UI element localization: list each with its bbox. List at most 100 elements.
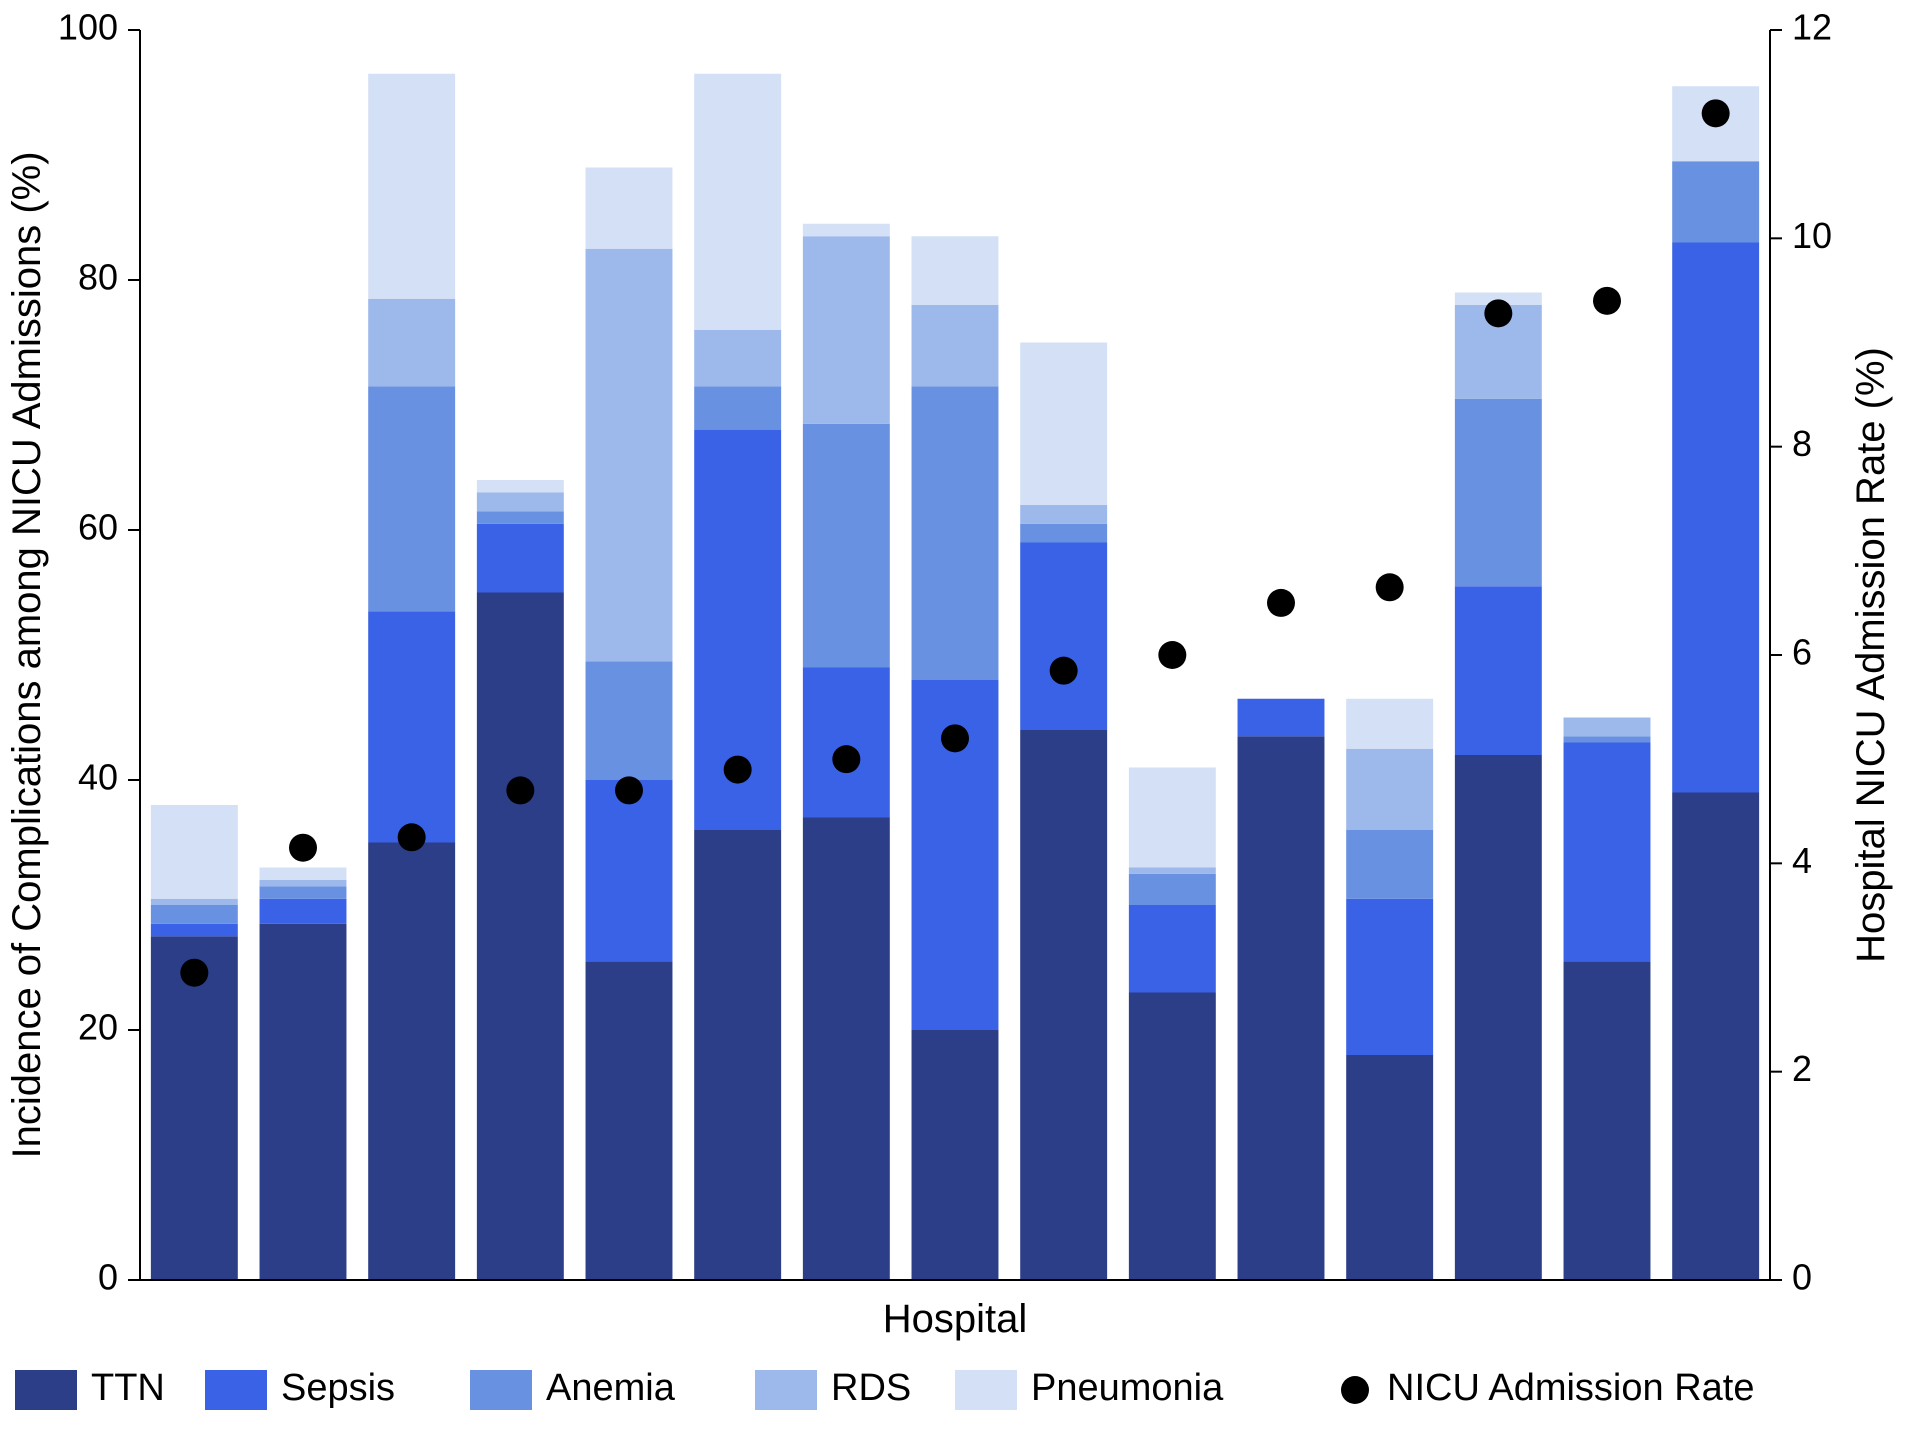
bar-group [477, 480, 564, 1280]
bar-segment-ttn [1564, 961, 1651, 1280]
bar-segment-pneumonia [368, 74, 455, 299]
bar-segment-sepsis [477, 524, 564, 593]
bar-group [1455, 293, 1542, 1281]
nicu-rate-point [289, 834, 317, 862]
bar-segment-pneumonia [1346, 699, 1433, 749]
bar-segment-rds [1129, 868, 1216, 874]
bar-segment-sepsis [368, 611, 455, 842]
legend-label-anemia: Anemia [546, 1367, 676, 1409]
bar-group [1129, 768, 1216, 1281]
nicu-rate-point [398, 823, 426, 851]
bar-segment-rds [1346, 749, 1433, 830]
bar-group [368, 74, 455, 1280]
bar-segment-ttn [1238, 736, 1325, 1280]
y-left-tick-label: 0 [98, 1257, 118, 1298]
bar-segment-sepsis [151, 924, 238, 937]
bar-segment-pneumonia [586, 168, 673, 249]
bar-group [1238, 699, 1325, 1280]
bar-segment-ttn [260, 924, 347, 1280]
y-right-tick-label: 8 [1792, 423, 1812, 464]
bar-segment-anemia [1564, 736, 1651, 742]
nicu-rate-point [506, 776, 534, 804]
y-left-tick-label: 60 [78, 507, 118, 548]
legend-swatch-ttn [15, 1370, 77, 1410]
bar-segment-pneumonia [477, 480, 564, 493]
legend-dot-nicu-rate [1341, 1376, 1369, 1404]
bar-segment-pneumonia [151, 805, 238, 899]
bar-segment-pneumonia [1020, 343, 1107, 506]
bar-group [1564, 718, 1651, 1281]
bar-segment-pneumonia [803, 224, 890, 237]
legend-swatch-pneumonia [955, 1370, 1017, 1410]
bar-segment-rds [368, 299, 455, 387]
y-right-axis-title: Hospital NICU Admission Rate (%) [1849, 347, 1893, 963]
bar-segment-rds [260, 880, 347, 886]
chart-container: 020406080100024681012Incidence of Compli… [0, 0, 1920, 1434]
bar-segment-ttn [151, 936, 238, 1280]
bar-group [260, 868, 347, 1281]
bar-segment-ttn [912, 1030, 999, 1280]
y-left-tick-label: 40 [78, 757, 118, 798]
bar-segment-anemia [912, 386, 999, 680]
nicu-rate-point [1267, 589, 1295, 617]
bar-segment-pneumonia [1129, 768, 1216, 868]
bar-segment-rds [1564, 718, 1651, 737]
legend-label-ttn: TTN [91, 1367, 165, 1409]
nicu-rate-point [615, 776, 643, 804]
bar-segment-sepsis [260, 899, 347, 924]
bar-segment-sepsis [803, 668, 890, 818]
legend-label-rds: RDS [831, 1367, 911, 1409]
bar-segment-ttn [1346, 1055, 1433, 1280]
bar-group [1020, 343, 1107, 1281]
y-right-tick-label: 4 [1792, 840, 1812, 881]
bar-segment-rds [912, 305, 999, 386]
bar-segment-sepsis [1346, 899, 1433, 1055]
bar-segment-anemia [1346, 830, 1433, 899]
nicu-rate-point [724, 756, 752, 784]
bar-group [912, 236, 999, 1280]
nicu-rate-point [1050, 657, 1078, 685]
y-right-tick-label: 2 [1792, 1048, 1812, 1089]
nicu-rate-point [832, 745, 860, 773]
bar-segment-ttn [586, 961, 673, 1280]
legend-swatch-anemia [470, 1370, 532, 1410]
bar-group [694, 74, 781, 1280]
bar-segment-anemia [477, 511, 564, 524]
bar-segment-anemia [368, 386, 455, 611]
bar-segment-ttn [803, 818, 890, 1281]
legend-label-sepsis: Sepsis [281, 1367, 395, 1409]
bar-segment-rds [803, 236, 890, 424]
nicu-rate-point [1593, 287, 1621, 315]
bar-group [1346, 699, 1433, 1280]
nicu-rate-point [941, 724, 969, 752]
bar-segment-rds [694, 330, 781, 386]
bar-segment-anemia [586, 661, 673, 780]
bar-segment-anemia [803, 424, 890, 668]
bar-segment-anemia [694, 386, 781, 430]
nicu-rate-point [1484, 299, 1512, 327]
bar-segment-sepsis [1455, 586, 1542, 755]
bar-segment-ttn [694, 830, 781, 1280]
y-right-tick-label: 6 [1792, 632, 1812, 673]
bar-segment-anemia [1672, 161, 1759, 242]
bar-segment-anemia [1129, 874, 1216, 905]
x-axis-title: Hospital [883, 1297, 1028, 1341]
bar-segment-ttn [1672, 793, 1759, 1281]
bar-group [151, 805, 238, 1280]
bar-segment-ttn [368, 843, 455, 1281]
nicu-rate-point [180, 959, 208, 987]
bar-segment-sepsis [1129, 905, 1216, 993]
y-left-axis-title: Incidence of Complications among NICU Ad… [5, 151, 49, 1158]
bar-segment-rds [151, 899, 238, 905]
bar-segment-sepsis [1672, 243, 1759, 793]
legend-label-nicu-rate: NICU Admission Rate [1387, 1367, 1754, 1409]
bar-segment-rds [586, 249, 673, 662]
bar-segment-rds [477, 493, 564, 512]
y-left-tick-label: 100 [58, 7, 118, 48]
bar-segment-sepsis [1238, 699, 1325, 737]
nicu-rate-point [1158, 641, 1186, 669]
bar-segment-ttn [477, 593, 564, 1281]
nicu-rate-point [1376, 573, 1404, 601]
bar-group [586, 168, 673, 1281]
y-right-tick-label: 10 [1792, 215, 1832, 256]
